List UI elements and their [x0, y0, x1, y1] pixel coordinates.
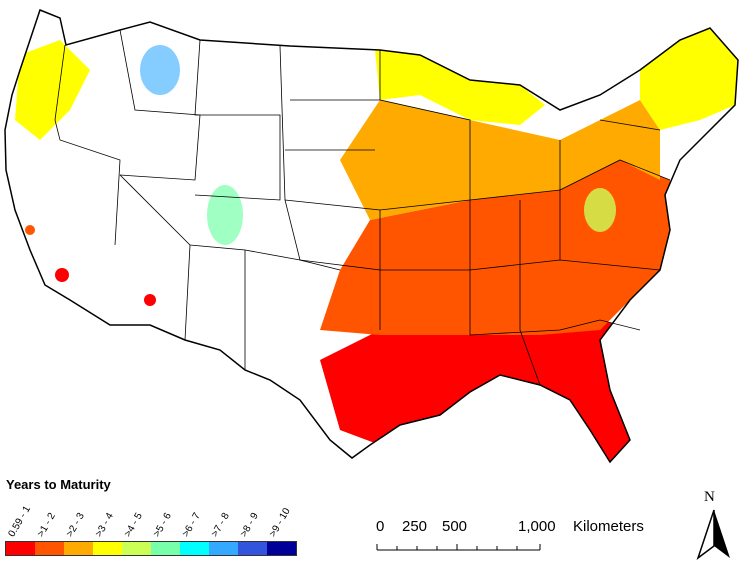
state-boundaries	[54, 29, 671, 386]
legend-swatch-0	[6, 542, 35, 555]
scale-tick-250: 250	[402, 518, 428, 535]
patch-appalachia	[584, 188, 616, 232]
legend-swatch-1	[35, 542, 64, 555]
legend-label-5: >5 - 6	[151, 511, 174, 539]
patch-northeast	[640, 28, 738, 130]
patch-gulf-south	[320, 320, 640, 462]
legend-label-2: >2 - 3	[64, 511, 87, 539]
patch-socal	[55, 268, 69, 282]
scale-bar	[376, 544, 541, 551]
legend-swatch-7	[209, 542, 238, 555]
legend-label-0: 0.59 - 1	[6, 504, 33, 539]
scale-tick-1000: 1,000	[518, 518, 556, 535]
scale-tick-0: 0	[376, 518, 385, 535]
legend-label-6: >6 - 7	[180, 511, 203, 539]
map	[4, 9, 739, 463]
patch-arizona	[144, 294, 156, 306]
legend-swatch-3	[93, 542, 122, 555]
legend-label-9: >9 - 10	[267, 506, 293, 539]
legend-label-4: >4 - 5	[122, 511, 145, 539]
scale-unit: Kilometers	[573, 518, 644, 535]
north-label: N	[704, 489, 715, 505]
scale-tick-500: 500	[442, 518, 468, 535]
legend-label-8: >8 - 9	[238, 511, 261, 539]
us-maturity-map	[4, 9, 739, 463]
patch-idaho	[140, 45, 180, 95]
patch-north	[375, 50, 545, 125]
patch-central-valley	[25, 225, 35, 235]
legend-color-bar	[5, 541, 297, 556]
legend-label-1: >1 - 2	[35, 511, 58, 539]
patch-northwest	[15, 40, 90, 140]
legend-swatch-2	[64, 542, 93, 555]
legend-swatch-5	[151, 542, 180, 555]
patch-rockies	[207, 185, 243, 245]
legend-swatch-6	[180, 542, 209, 555]
legend-title: Years to Maturity	[6, 477, 111, 492]
patch-southeast	[320, 160, 670, 335]
north-arrow-icon	[696, 509, 730, 560]
legend-swatch-4	[122, 542, 151, 555]
legend-swatch-9	[267, 542, 296, 555]
legend-label-7: >7 - 8	[209, 511, 232, 539]
legend-swatch-8	[238, 542, 267, 555]
legend-label-3: >3 - 4	[93, 511, 116, 539]
patch-midwest	[340, 100, 660, 220]
